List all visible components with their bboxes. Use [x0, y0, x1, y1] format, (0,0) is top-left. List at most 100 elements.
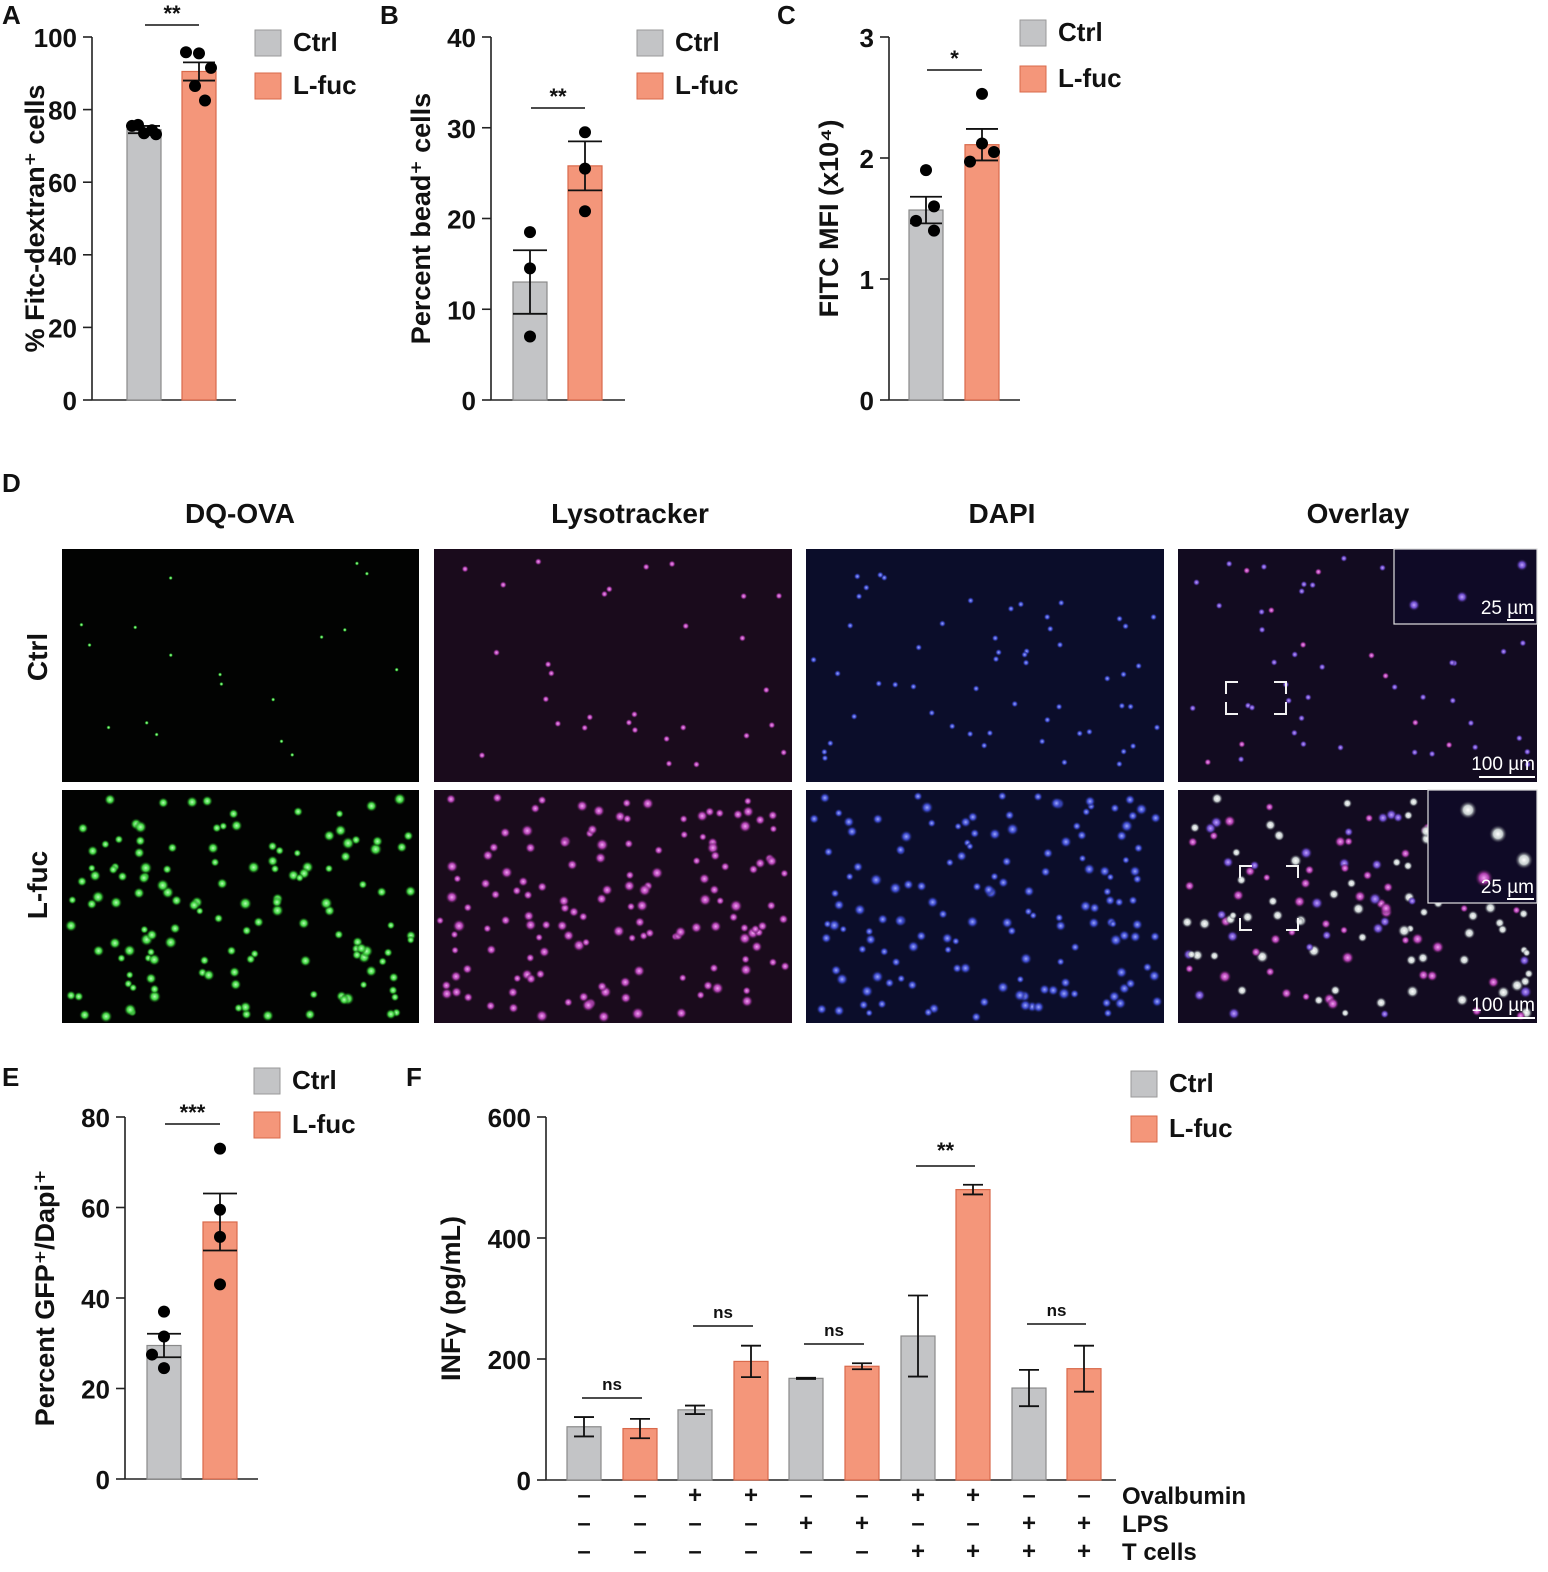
cell: [1059, 835, 1072, 848]
cell: [1088, 917, 1100, 929]
cell: [106, 725, 111, 730]
cell: [133, 625, 138, 630]
cell: [843, 816, 855, 828]
cell: [1397, 924, 1411, 938]
scalebar-label: 100 µm: [1471, 754, 1535, 775]
cell: [1023, 885, 1035, 897]
inset-cell: [1408, 599, 1420, 611]
cell: [601, 884, 613, 896]
cell: [1375, 997, 1387, 1009]
cell: [1135, 803, 1148, 816]
cell: [1519, 955, 1530, 966]
cell: [1060, 977, 1071, 988]
cell: [907, 979, 918, 991]
legend-swatch-lfuc: [636, 72, 664, 100]
condition-sign: +: [911, 1538, 925, 1565]
cell: [915, 643, 923, 652]
cell: [622, 798, 632, 808]
cell: [1267, 606, 1275, 614]
cell: [446, 860, 459, 873]
cell: [711, 982, 724, 995]
cell: [1241, 911, 1254, 923]
cell: [238, 897, 252, 911]
cell: [587, 824, 598, 835]
cell: [966, 915, 979, 928]
cell: [125, 970, 134, 980]
cell: [1497, 924, 1508, 935]
cell: [485, 1000, 496, 1011]
cell: [1499, 648, 1508, 656]
cell: [164, 936, 178, 949]
cell: [865, 1008, 874, 1017]
cell: [1126, 703, 1135, 711]
cell: [766, 900, 777, 911]
data-point: [214, 1278, 226, 1291]
cell: [1408, 797, 1419, 807]
cell: [1001, 856, 1012, 867]
cell: [1328, 888, 1340, 900]
cell: [1017, 600, 1025, 608]
cell: [896, 974, 906, 983]
cell: [769, 824, 778, 834]
cell: [738, 634, 747, 642]
y-tick-label: 0: [517, 1466, 531, 1496]
bar-lfuc: [955, 1188, 991, 1481]
cell: [500, 915, 511, 926]
cell: [754, 814, 766, 826]
cell: [592, 804, 605, 817]
legend-label-lfuc: L-fuc: [293, 70, 357, 100]
cell: [741, 954, 751, 964]
cell: [907, 940, 920, 953]
y-tick-label: 400: [488, 1224, 531, 1254]
cell: [290, 752, 295, 758]
y-axis-title: Percent GFP⁺/Dapi⁺: [30, 1170, 60, 1427]
legend-label-lfuc: L-fuc: [675, 70, 739, 100]
cell: [1264, 819, 1277, 831]
cell: [1281, 987, 1292, 999]
condition-sign: –: [1077, 1482, 1090, 1509]
cell: [738, 819, 752, 833]
cell: [927, 818, 937, 828]
cell: [915, 930, 927, 942]
cell: [138, 872, 150, 884]
cell: [996, 981, 1010, 994]
cell: [1340, 554, 1348, 563]
cell: [1103, 1008, 1113, 1018]
condition-sign: –: [633, 1510, 646, 1537]
cell: [1372, 922, 1384, 935]
condition-sign: –: [799, 1538, 812, 1565]
cell: [902, 879, 914, 891]
cell: [698, 893, 712, 907]
cell: [1304, 693, 1312, 701]
cell: [355, 942, 367, 954]
cell: [104, 793, 116, 806]
condition-sign: +: [1077, 1510, 1091, 1537]
cell: [309, 990, 319, 999]
cell: [199, 955, 210, 966]
cell: [371, 835, 383, 847]
cell: [1055, 703, 1063, 711]
cell: [1352, 902, 1365, 916]
cell: [1120, 819, 1134, 833]
cell: [888, 881, 902, 895]
cell: [1290, 729, 1298, 737]
y-tick-label: 20: [48, 313, 77, 343]
data-point: [920, 164, 932, 177]
cell: [323, 829, 336, 842]
cell: [674, 926, 687, 938]
data-point: [199, 94, 211, 107]
data-point: [146, 1348, 158, 1361]
cell: [213, 913, 224, 924]
cell: [450, 970, 462, 983]
cell: [709, 963, 719, 973]
cell: [1272, 909, 1284, 922]
cell: [393, 792, 406, 806]
cell: [1006, 822, 1019, 836]
y-tick-label: 200: [488, 1345, 531, 1375]
legend-swatch-ctrl: [1019, 19, 1047, 47]
cell: [271, 904, 284, 917]
cell: [698, 873, 710, 885]
cell: [293, 849, 302, 858]
mic-row-ctrl: Ctrl: [22, 633, 53, 681]
zoom-bracket: [1239, 865, 1252, 878]
